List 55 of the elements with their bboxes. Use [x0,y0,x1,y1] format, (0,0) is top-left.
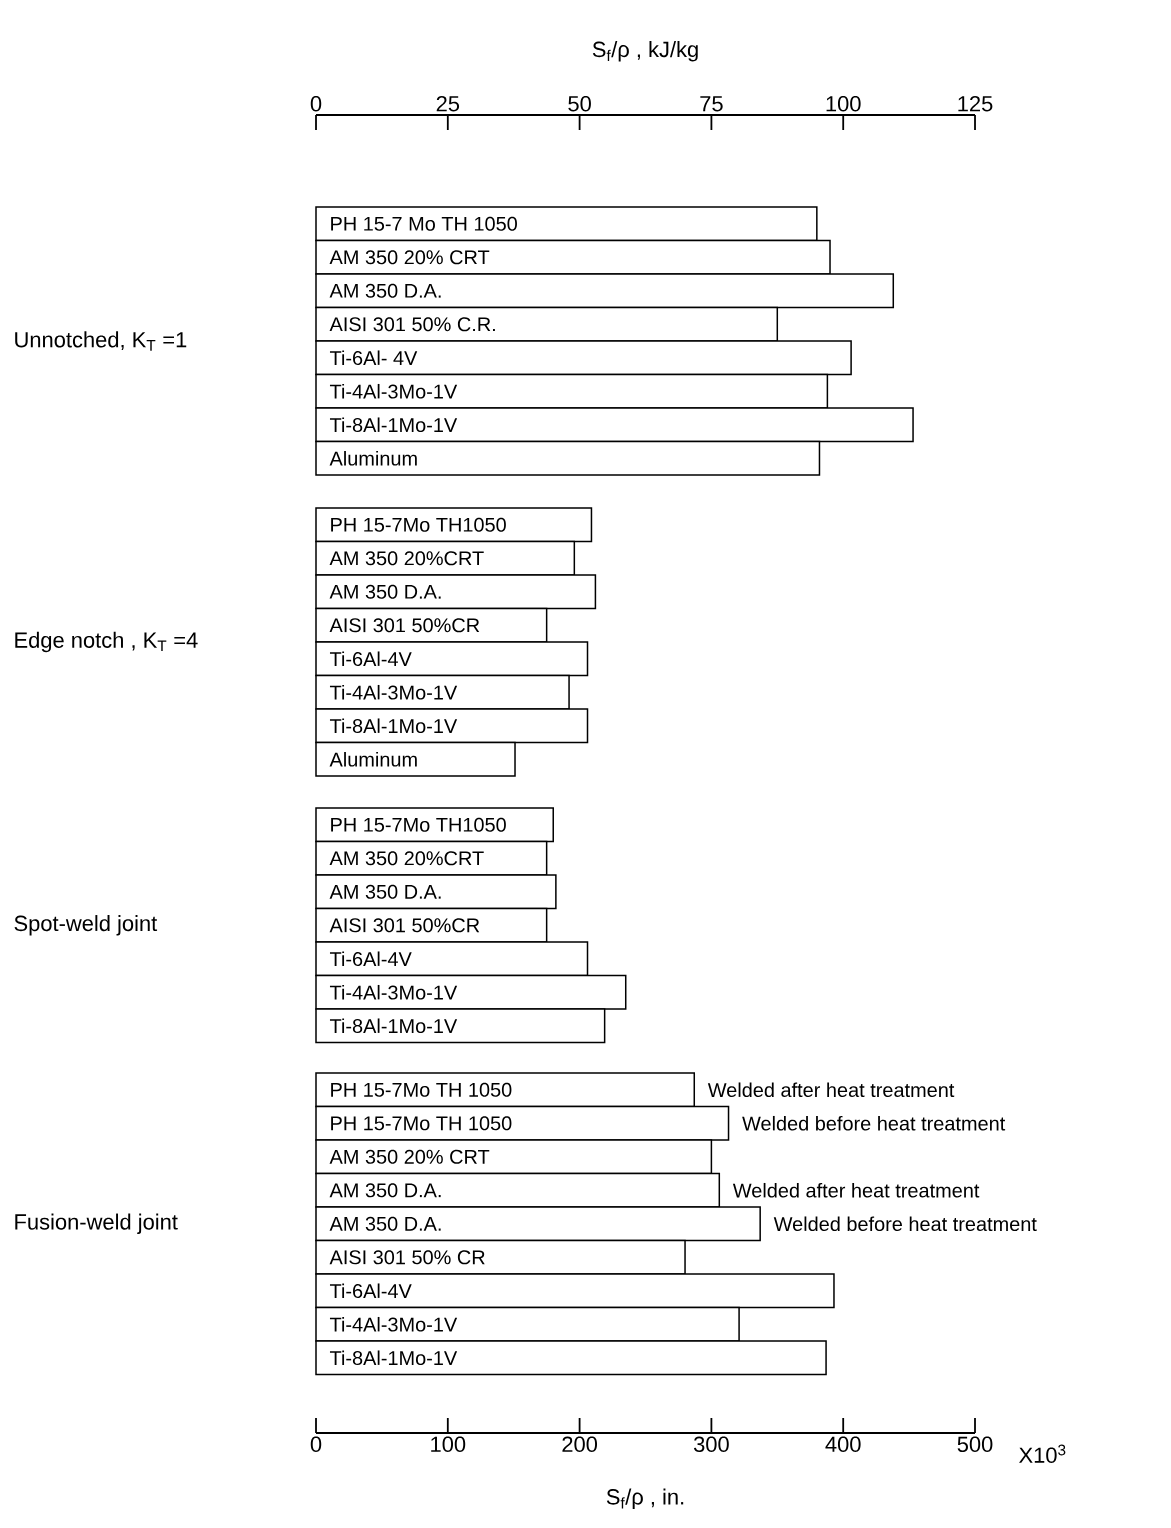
category-label: Ti-8Al-1Mo-1V [329,1350,458,1366]
category-label: AISI 301 50%CR [329,918,480,933]
category-label: AM 350 20% CRT [329,1149,490,1164]
category-label: Ti-4Al-3Mo-1V [329,383,458,399]
category-label: AM 350 20%CRT [329,851,484,866]
category-label: Ti-4Al-3Mo-1V [329,1316,458,1332]
category-label: Ti-8Al-1Mo-1V [329,417,458,433]
category-label: PH 15-7Mo TH1050 [331,817,506,832]
annotation: Welded before heat treatment [742,1115,1006,1131]
x2-tick-label: 75 [700,96,723,112]
category-label: Ti-4Al-3Mo-1V [329,684,458,700]
x2-tick-label: 50 [568,95,591,112]
x-tick-label: 0 [310,1436,322,1453]
annotation: Welded after heat treatment [707,1082,955,1098]
category-label: Ti-6Al-4V [329,951,412,967]
category-label: Aluminum [329,450,417,466]
category-label: AM 350 D.A. [329,584,441,599]
x2-tick-label: 25 [436,95,460,112]
category-label: AISI 301 50%CR [329,618,480,633]
category-label: AISI 301 50% CR [329,1250,485,1265]
category-label: Ti-8Al-1Mo-1V [329,1018,458,1034]
x2-tick-label: 0 [310,95,322,112]
category-label: Ti-6Al-4V [329,651,412,667]
y-axis-title: Spot-weld joint [14,915,158,936]
y-axis-title: Edge notch , K$_{T}$ =4 [15,631,198,653]
x2-tick-label: 100 [826,95,861,112]
category-label: Ti-6Al- 4V [329,350,418,366]
category-label: Ti-6Al-4V [329,1283,412,1299]
x2-tick-label: 125 [958,95,993,112]
category-label: AM 350 20% CRT [329,250,490,265]
category-label: Aluminum [329,751,417,767]
annotation: Welded before heat treatment [773,1216,1037,1232]
category-label: PH 15-7Mo TH1050 [331,517,506,532]
category-label: PH 15-7 Mo TH 1050 [331,216,517,231]
category-label: AM 350 D.A. [329,884,441,899]
x-tick-label: 500 [957,1436,993,1453]
category-label: Ti-4Al-3Mo-1V [329,984,458,1000]
x-tick-label: 300 [693,1436,729,1453]
category-label: AM 350 D.A. [329,283,441,298]
category-label: AISI 301 50% C.R. [329,317,495,332]
annotation: Welded after heat treatment [732,1182,980,1198]
x-tick-label: 100 [431,1436,466,1453]
category-label: AM 350 20%CRT [329,551,484,566]
y-axis-title: Unnotched, K$_{T}$ =1 [15,331,187,351]
x-tick-label: 400 [825,1436,861,1453]
x-tick-label: 200 [562,1436,598,1453]
category-label: AM 350 D.A. [329,1216,441,1231]
x-axis-title: S$_{f}$/ρ , in. [606,1488,684,1509]
category-label: AM 350 D.A. [329,1183,441,1198]
y-axis-title: Fusion-weld joint [15,1213,178,1234]
text: X10$^{3}$ [1019,1444,1066,1463]
x2-axis-title: S$_{f}$/ρ , kJ/kg [592,41,698,62]
category-label: PH 15-7Mo TH 1050 [331,1082,512,1097]
category-label: Ti-8Al-1Mo-1V [329,718,458,734]
category-label: PH 15-7Mo TH 1050 [331,1116,512,1131]
